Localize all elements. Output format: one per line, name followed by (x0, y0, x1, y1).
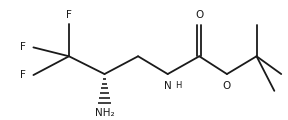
Text: F: F (20, 70, 26, 80)
Text: F: F (20, 42, 26, 52)
Text: NH₂: NH₂ (95, 108, 114, 118)
Text: F: F (66, 10, 72, 20)
Text: H: H (176, 81, 182, 90)
Text: N: N (164, 81, 172, 91)
Text: O: O (223, 81, 231, 91)
Text: O: O (195, 10, 203, 20)
